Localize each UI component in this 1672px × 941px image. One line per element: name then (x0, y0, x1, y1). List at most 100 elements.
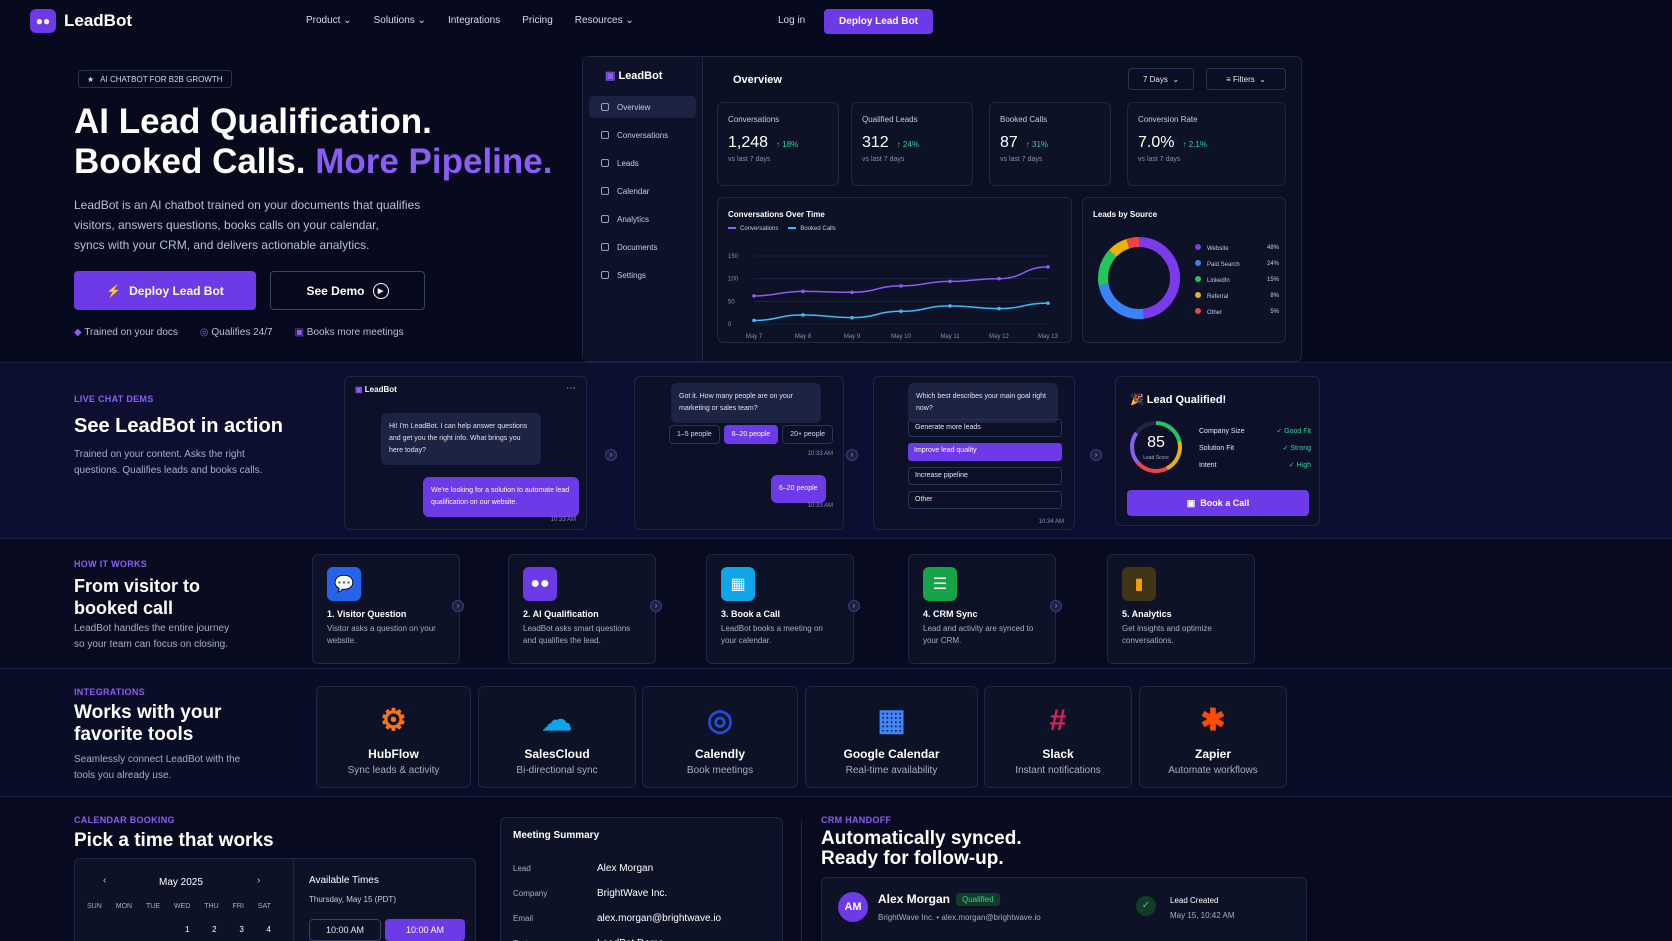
home-icon (601, 103, 609, 111)
tool-google-calendar[interactable]: ▦ Google Calendar Real-time availability (805, 686, 978, 788)
meeting-summary: Meeting Summary Lead Alex Morgan Company Br… (500, 817, 783, 941)
pie-slice-2 (1098, 249, 1117, 286)
tool-salescloud[interactable]: ☁ SalesCloud Bi-directional sync (478, 686, 636, 788)
message-time-3: 10:33 AM (807, 503, 833, 509)
data-point (801, 313, 805, 317)
tool-zapier[interactable]: ✱ Zapier Automate workflows (1139, 686, 1287, 788)
pie-slice-4 (1126, 237, 1140, 249)
deploy-button-hero[interactable]: ⚡ Deploy Lead Bot (74, 271, 256, 310)
robot-icon: ●● (523, 567, 557, 601)
date-4[interactable]: 4 (266, 925, 271, 934)
donut-chart-card: Leads by Source Website 48% Paid Search 24%… (1082, 197, 1286, 343)
legend-entry: Paid Search 24% (1195, 256, 1279, 272)
tool-calendly[interactable]: ◎ Calendly Book meetings (642, 686, 798, 788)
book-call-button[interactable]: ▣ Book a Call (1127, 490, 1309, 516)
flow-arrow-2: › (846, 449, 858, 461)
weekday-label: MON (115, 903, 133, 910)
tool-hubflow[interactable]: ⚙ HubFlow Sync leads & activity (316, 686, 471, 788)
sidebar-item-documents[interactable]: Documents (589, 236, 696, 258)
nav-integrations[interactable]: Integrations (447, 15, 501, 26)
bot-message-3: Which best describes your main goal righ… (908, 383, 1058, 423)
y-tick-label: 100 (728, 277, 739, 283)
time-slot-1[interactable]: 10:00 AM (309, 919, 381, 941)
sidebar-item-conversations[interactable]: Conversations (589, 124, 696, 146)
deploy-button-header[interactable]: Deploy Lead Bot (824, 9, 933, 34)
option-6-20[interactable]: 6–20 people (723, 425, 779, 444)
data-point (899, 309, 903, 314)
hubflow-logo-icon: ⚙ (380, 704, 407, 737)
y-tick-label: 50 (728, 299, 735, 305)
legend-booked-calls: Booked Calls (788, 226, 836, 232)
nav-resources[interactable]: Resources ⌄ (574, 15, 634, 26)
filters-button[interactable]: ≡ Filters ⌄ (1206, 68, 1286, 90)
sidebar-item-calendar[interactable]: Calendar (589, 180, 696, 202)
line-chart: 150 100 50 0 May 7 May 8 May 9 May 10 May 11 May … (728, 254, 1058, 340)
step-arrow-2: › (650, 600, 662, 612)
nav-pricing[interactable]: Pricing (522, 15, 553, 26)
crm-title: Automatically synced. Ready for follow-up… (821, 828, 1022, 869)
crm-event-time: May 15, 10:42 AM (1170, 911, 1235, 920)
goal-option-3[interactable]: Increase pipeline (908, 467, 1062, 485)
range-select[interactable]: 7 Days ⌄ (1128, 68, 1194, 90)
x-tick-label: May 7 (746, 334, 763, 340)
option-20-plus[interactable]: 20+ people (782, 425, 834, 444)
flow-arrow-3: › (1090, 449, 1102, 461)
more-icon[interactable]: ⋯ (566, 383, 576, 394)
how-label: HOW IT WORKS (74, 559, 148, 569)
data-point (801, 289, 805, 294)
weekday-label: THU (204, 903, 219, 910)
calendar-label: CALENDAR BOOKING (74, 815, 175, 825)
data-point (948, 279, 952, 284)
step-arrow-3: › (848, 600, 860, 612)
sidebar-item-overview[interactable]: Overview (589, 96, 696, 118)
user-reply-1: We're looking for a solution to automate… (423, 477, 579, 517)
logo[interactable]: ●● LeadBot (30, 9, 132, 33)
kpi-conversations: Conversations 1,248 ↑ 18% vs last 7 days (717, 102, 839, 186)
user-reply-2: 6–20 people (771, 475, 826, 503)
calendly-logo-icon: ◎ (706, 704, 734, 737)
sidebar-item-analytics[interactable]: Analytics (589, 208, 696, 230)
sidebar-item-leads[interactable]: Leads (589, 152, 696, 174)
chat-title: See LeadBot in action (74, 415, 283, 437)
available-times-title: Available Times (309, 875, 379, 886)
x-tick-label: May 11 (940, 334, 960, 340)
how-title: From visitor to booked call (74, 576, 201, 618)
x-tick-label: May 9 (844, 334, 861, 340)
date-2[interactable]: 2 (212, 925, 217, 934)
nav-solutions[interactable]: Solutions ⌄ (373, 15, 426, 26)
data-point (850, 290, 854, 295)
y-tick-label: 0 (728, 322, 732, 328)
lead-score-label: Lead Score (1143, 455, 1169, 461)
option-1-5[interactable]: 1–5 people (669, 425, 720, 444)
goal-option-1[interactable]: Generate more leads (908, 419, 1062, 437)
step-crm-sync: ☰ 4. CRM Sync Lead and activity are synced… (908, 554, 1056, 664)
weekday-label: TUE (146, 903, 161, 910)
see-demo-button[interactable]: See Demo ▶ (270, 271, 425, 310)
nav-product[interactable]: Product ⌄ (306, 15, 352, 26)
sidebar-item-settings[interactable]: Settings (589, 264, 696, 286)
login-link[interactable]: Log in (778, 15, 806, 26)
play-icon: ▶ (372, 282, 389, 299)
zapier-logo-icon: ✱ (1200, 704, 1226, 737)
meeting-rows: Lead Alex Morgan Company BrightWave Inc. Ema… (513, 856, 773, 941)
chat-label: LIVE CHAT DEMS (74, 394, 154, 404)
donut-chart-title: Leads by Source (1093, 210, 1158, 219)
prev-month-icon[interactable]: ‹ (103, 875, 107, 886)
criteria-list: Company Size ✓ Good Fit Solution Fit ✓ Str… (1199, 428, 1311, 469)
time-slot-2[interactable]: 10:00 AM (385, 919, 465, 941)
date-3[interactable]: 3 (239, 925, 244, 934)
goal-option-4[interactable]: Other (908, 491, 1062, 509)
chat-description: Trained on your content. Asks the right q… (74, 449, 263, 476)
kpi-qualified-leads: Qualified Leads 312 ↑ 24% vs last 7 days (851, 102, 973, 186)
main-nav: Product ⌄ Solutions ⌄ Integrations Prici… (306, 15, 656, 26)
score-ring-segment (1165, 440, 1182, 471)
step-ai-qualification: ●● 2. AI Qualification LeadBot asks smart … (508, 554, 656, 664)
integrations-title: Works with your favorite tools (74, 702, 222, 745)
goal-option-2[interactable]: Improve lead quality (908, 443, 1062, 461)
step-book-call: ▦ 3. Book a Call LeadBot books a meeting o… (706, 554, 854, 664)
date-1[interactable]: 1 (185, 925, 190, 934)
next-month-icon[interactable]: › (257, 875, 261, 886)
cloud-logo-icon: ☁ (542, 704, 572, 737)
tool-slack[interactable]: # Slack Instant notifications (984, 686, 1132, 788)
meeting-row: Company BrightWave Inc. (513, 888, 668, 899)
